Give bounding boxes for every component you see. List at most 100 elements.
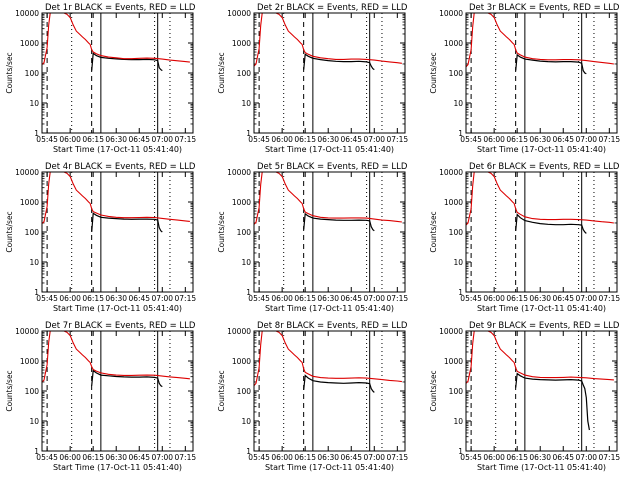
x-tick-label: 07:00 [363,294,385,303]
x-tick-label: 06:15 [506,294,528,303]
series-line-events [515,372,590,431]
y-tick-label: 1 [246,288,251,297]
x-tick-label: 06:45 [128,135,150,144]
x-tick-label: 06:30 [317,453,339,462]
y-tick-label: 1 [34,129,39,138]
y-axis-label: Counts/sec [217,211,226,252]
panel-title: Det 1r BLACK = Events, RED = LLD [45,3,196,13]
x-tick-label: 06:15 [294,453,316,462]
series-line-lld [42,172,190,224]
y-tick-label: 1 [458,129,463,138]
x-axis-label: Start Time (17-Oct-11 05:41:40) [53,304,182,313]
panel-title: Det 2r BLACK = Events, RED = LLD [257,3,408,13]
x-tick-label: 06:00 [59,135,81,144]
x-tick-label: 07:00 [363,135,385,144]
y-tick-label: 1000 [444,39,463,48]
x-tick-label: 07:00 [151,294,173,303]
x-tick-label: 07:00 [575,135,597,144]
y-tick-label: 100 [449,228,464,237]
x-tick-label: 06:45 [552,453,574,462]
x-tick-label: 06:30 [529,135,551,144]
y-tick-label: 10 [241,417,251,426]
x-tick-label: 07:00 [575,294,597,303]
panel-title: Det 8r BLACK = Events, RED = LLD [257,321,408,331]
panel-title: Det 7r BLACK = Events, RED = LLD [45,321,196,331]
x-tick-label: 07:00 [575,453,597,462]
x-tick-label: 05:45 [36,135,58,144]
detector-panel: Det 7r BLACK = Events, RED = LLD Counts/s… [5,321,196,472]
x-tick-label: 06:45 [340,294,362,303]
x-tick-label: 06:30 [529,294,551,303]
series-line-lld [254,13,402,67]
x-tick-label: 06:30 [105,453,127,462]
y-tick-label: 10000 [15,327,39,336]
y-tick-label: 10000 [15,168,39,177]
x-tick-label: 06:00 [59,294,81,303]
y-axis-label: Counts/sec [217,52,226,93]
series-line-lld [42,331,190,383]
panel-title: Det 6r BLACK = Events, RED = LLD [469,162,620,172]
x-tick-label: 06:45 [552,135,574,144]
x-tick-label: 06:15 [294,294,316,303]
y-tick-label: 1000 [20,39,39,48]
series-line-lld [466,13,614,68]
x-tick-label: 07:00 [151,453,173,462]
y-axis-label: Counts/sec [5,52,14,93]
y-tick-label: 10 [453,258,463,267]
x-tick-label: 06:45 [340,135,362,144]
x-tick-label: 05:45 [248,294,270,303]
y-tick-label: 100 [449,387,464,396]
series-line-events [91,212,163,233]
y-tick-label: 1 [458,288,463,297]
x-tick-label: 07:15 [175,453,197,462]
y-tick-label: 10000 [227,327,251,336]
y-tick-label: 1000 [444,198,463,207]
y-tick-label: 100 [25,228,40,237]
y-axis-label: Counts/sec [5,370,14,411]
y-tick-label: 10000 [227,168,251,177]
x-tick-label: 07:15 [387,294,409,303]
x-tick-label: 05:45 [460,294,482,303]
x-axis-label: Start Time (17-Oct-11 05:41:40) [477,145,606,154]
series-line-lld [42,13,190,65]
detector-panel: Det 1r BLACK = Events, RED = LLD Counts/s… [5,3,196,154]
y-tick-label: 10000 [439,168,463,177]
x-tick-label: 07:15 [175,294,197,303]
y-tick-label: 1000 [20,198,39,207]
y-tick-label: 10000 [15,9,39,18]
y-axis-label: Counts/sec [429,370,438,411]
series-line-events [91,369,163,388]
x-tick-label: 07:15 [387,135,409,144]
y-tick-label: 100 [25,387,40,396]
y-tick-label: 10 [241,99,251,108]
series-line-lld [466,331,614,384]
y-tick-label: 1000 [444,357,463,366]
y-tick-label: 1 [34,447,39,456]
detector-panel: Det 2r BLACK = Events, RED = LLD Counts/s… [217,3,408,154]
detector-panel: Det 3r BLACK = Events, RED = LLD Counts/s… [429,3,620,154]
y-tick-label: 1 [246,129,251,138]
y-tick-label: 100 [237,228,252,237]
detector-panel: Det 5r BLACK = Events, RED = LLD Counts/s… [217,162,408,313]
panel-title: Det 5r BLACK = Events, RED = LLD [257,162,408,172]
x-tick-label: 06:00 [483,453,505,462]
plot-frame [465,171,618,293]
plot-frame [465,330,618,452]
y-tick-label: 10 [453,417,463,426]
panel-title: Det 3r BLACK = Events, RED = LLD [469,3,620,13]
x-tick-label: 06:15 [294,135,316,144]
x-tick-label: 05:45 [460,135,482,144]
x-axis-label: Start Time (17-Oct-11 05:41:40) [53,145,182,154]
series-line-lld [254,172,402,225]
x-tick-label: 05:45 [36,294,58,303]
x-axis-label: Start Time (17-Oct-11 05:41:40) [53,463,182,472]
x-tick-label: 06:30 [105,135,127,144]
y-tick-label: 100 [237,69,252,78]
plot-frame [465,12,618,134]
y-axis-label: Counts/sec [429,211,438,252]
plot-frame [41,12,194,134]
x-tick-label: 05:45 [248,135,270,144]
x-tick-label: 06:45 [128,453,150,462]
x-axis-label: Start Time (17-Oct-11 05:41:40) [265,304,394,313]
